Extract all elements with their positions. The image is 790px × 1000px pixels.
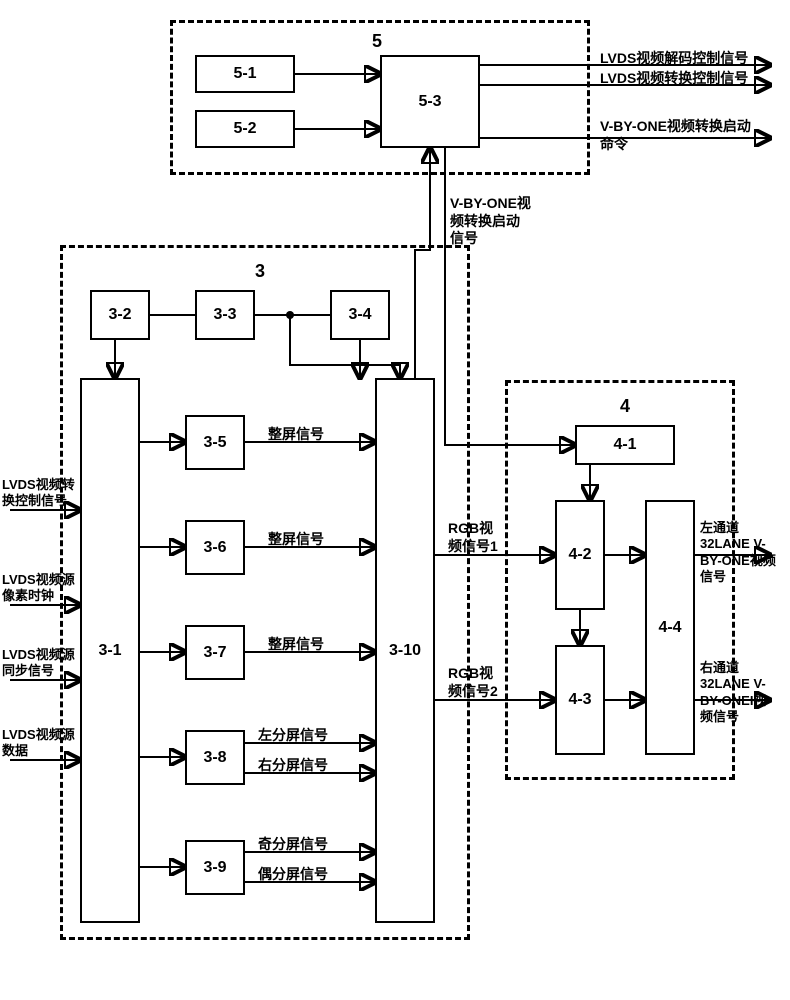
out-4-right: 右通道 32LANE V- BY-ONEI视 频信号 bbox=[700, 660, 788, 725]
node-3-5: 3-5 bbox=[185, 415, 245, 470]
out-5-c: V-BY-ONE视频转换启动 命令 bbox=[600, 118, 751, 153]
rgb-1: RGB视 频信号1 bbox=[448, 520, 498, 555]
sig-3-7: 整屏信号 bbox=[268, 636, 324, 654]
node-3-6: 3-6 bbox=[185, 520, 245, 575]
out-5-b: LVDS视频转换控制信号 bbox=[600, 70, 748, 88]
sig-3-8b: 右分屏信号 bbox=[258, 757, 328, 775]
node-3-7: 3-7 bbox=[185, 625, 245, 680]
node-4-1: 4-1 bbox=[575, 425, 675, 465]
out-4-left: 左通道 32LANE V- BY-ONE视频 信号 bbox=[700, 520, 788, 585]
sig-3-5: 整屏信号 bbox=[268, 426, 324, 444]
sig-vbo-start: V-BY-ONE视 频转换启动 信号 bbox=[450, 195, 531, 248]
node-5-2: 5-2 bbox=[195, 110, 295, 148]
node-3-4: 3-4 bbox=[330, 290, 390, 340]
node-3-10: 3-10 bbox=[375, 378, 435, 923]
node-5-3: 5-3 bbox=[380, 55, 480, 148]
rgb-2: RGB视 频信号2 bbox=[448, 665, 498, 700]
node-3-3: 3-3 bbox=[195, 290, 255, 340]
node-3-9: 3-9 bbox=[185, 840, 245, 895]
in-3-c: LVDS视频源 同步信号 bbox=[2, 647, 80, 680]
sig-3-8a: 左分屏信号 bbox=[258, 727, 328, 745]
out-5-a: LVDS视频解码控制信号 bbox=[600, 50, 748, 68]
sig-3-6: 整屏信号 bbox=[268, 531, 324, 549]
sig-3-9b: 偶分屏信号 bbox=[258, 866, 328, 884]
node-4-4: 4-4 bbox=[645, 500, 695, 755]
node-3-2: 3-2 bbox=[90, 290, 150, 340]
node-4-3: 4-3 bbox=[555, 645, 605, 755]
in-3-a: LVDS视频转 换控制信号 bbox=[2, 477, 80, 510]
in-3-b: LVDS视频源 像素时钟 bbox=[2, 572, 80, 605]
node-3-1: 3-1 bbox=[80, 378, 140, 923]
sig-3-9a: 奇分屏信号 bbox=[258, 836, 328, 854]
in-3-d: LVDS视频源 数据 bbox=[2, 727, 80, 760]
group-3-label: 3 bbox=[255, 260, 265, 283]
node-3-8: 3-8 bbox=[185, 730, 245, 785]
node-5-1: 5-1 bbox=[195, 55, 295, 93]
node-4-2: 4-2 bbox=[555, 500, 605, 610]
group-5-label: 5 bbox=[372, 30, 382, 53]
diagram-canvas: { "groups": { "g5": { "label": "5", "x":… bbox=[0, 0, 790, 1000]
group-4-label: 4 bbox=[620, 395, 630, 418]
